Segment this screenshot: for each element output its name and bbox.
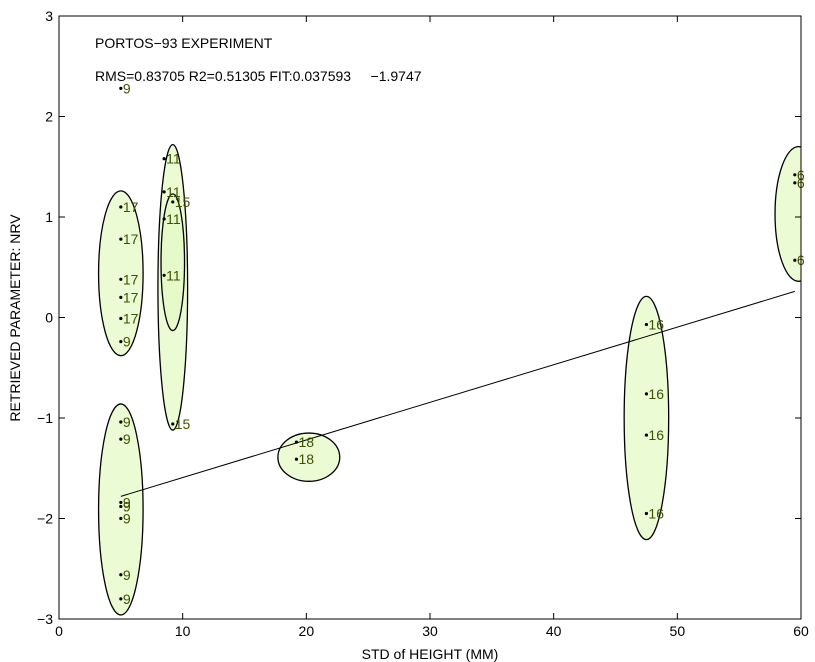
data-point-0 (119, 86, 123, 90)
x-axis-label: STD of HEIGHT (MM) (362, 646, 499, 662)
data-point-24 (644, 433, 649, 437)
data-point-20 (294, 440, 299, 444)
point-label-14: 11 (166, 151, 181, 167)
data-point-11 (119, 516, 123, 521)
chart-title: PORTOS−93 EXPERIMENT (95, 35, 273, 51)
y-axis-label: RETRIEVED PARAMETER: NRV (7, 214, 23, 422)
point-label-25: 16 (648, 505, 664, 521)
data-point-4 (119, 295, 123, 299)
point-label-5: 17 (123, 311, 139, 327)
data-point-23 (644, 392, 649, 396)
point-label-9: 9 (123, 494, 131, 510)
data-points: 9171717171799999999111115111115181816161… (119, 80, 805, 607)
point-label-18: 11 (166, 267, 181, 283)
cluster-ellipse-6 (774, 146, 801, 282)
cluster-ellipse-0 (97, 190, 144, 357)
data-point-13 (119, 597, 123, 601)
data-point-7 (119, 420, 123, 424)
point-label-13: 9 (123, 591, 131, 607)
data-point-12 (119, 573, 123, 577)
data-point-2 (119, 237, 123, 241)
point-label-17: 11 (166, 211, 181, 227)
x-axis-ticks: 0 10 20 30 40 50 60 (55, 16, 809, 639)
x-tick-label-4: 40 (546, 623, 562, 639)
data-point-15 (162, 190, 166, 194)
y-tick-label-6: 3 (45, 8, 53, 24)
point-label-0: 9 (123, 80, 131, 96)
fit-statistics: RMS=0.83705 R2=0.51305 FIT:0.037593 −1.9… (95, 68, 422, 84)
data-point-5 (119, 316, 123, 321)
data-point-17 (162, 217, 166, 221)
data-point-10 (119, 504, 123, 509)
cluster-ellipse-4 (277, 432, 341, 482)
point-label-11: 9 (123, 511, 131, 527)
data-point-21 (294, 457, 299, 461)
data-point-3 (119, 277, 123, 281)
point-label-2: 17 (123, 231, 139, 247)
cluster-ellipses (97, 143, 801, 616)
data-point-14 (162, 157, 166, 161)
cluster-ellipse-5 (623, 295, 670, 541)
data-point-18 (162, 273, 166, 277)
point-label-8: 9 (123, 431, 131, 447)
y-tick-label-1: −2 (37, 511, 53, 527)
point-label-23: 16 (648, 386, 664, 402)
y-tick-label-5: 2 (45, 109, 53, 125)
y-tick-label-2: −1 (37, 410, 53, 426)
data-point-16 (171, 200, 175, 204)
x-tick-label-1: 10 (175, 623, 191, 639)
point-label-12: 9 (123, 567, 131, 583)
point-label-19: 15 (175, 416, 191, 432)
x-tick-label-5: 50 (670, 623, 686, 639)
point-label-21: 18 (298, 451, 314, 467)
x-tick-label-0: 0 (55, 623, 63, 639)
fit-line-group (120, 290, 795, 497)
data-point-9 (119, 500, 123, 505)
cluster-ellipse-1 (97, 403, 144, 616)
y-tick-label-3: 0 (45, 310, 53, 326)
point-label-10: 9 (123, 498, 131, 514)
point-label-20: 18 (298, 434, 314, 450)
data-point-27 (793, 181, 797, 185)
point-label-24: 16 (648, 427, 664, 443)
data-point-6 (119, 340, 123, 344)
data-point-19 (171, 422, 175, 426)
data-point-28 (793, 258, 797, 262)
x-tick-label-6: 60 (793, 623, 809, 639)
y-tick-label-0: −3 (37, 611, 53, 627)
cluster-ellipse-3 (160, 193, 186, 332)
fit-line (120, 290, 795, 497)
x-tick-label-3: 30 (422, 623, 438, 639)
y-tick-label-4: 1 (45, 209, 53, 225)
data-point-22 (644, 322, 649, 327)
x-tick-label-2: 20 (299, 623, 315, 639)
data-point-25 (644, 511, 649, 516)
point-label-6: 9 (123, 334, 131, 350)
point-label-15: 11 (166, 184, 181, 200)
point-label-4: 17 (123, 289, 139, 305)
y-axis-ticks: −3 −2 −1 0 1 2 3 (37, 8, 801, 627)
point-label-16: 15 (175, 194, 191, 210)
point-label-7: 9 (123, 414, 131, 430)
data-point-26 (793, 173, 797, 177)
point-label-22: 16 (648, 317, 664, 333)
data-point-8 (119, 437, 123, 441)
data-point-1 (119, 205, 123, 209)
point-label-3: 17 (123, 271, 139, 287)
point-label-1: 17 (123, 199, 139, 215)
